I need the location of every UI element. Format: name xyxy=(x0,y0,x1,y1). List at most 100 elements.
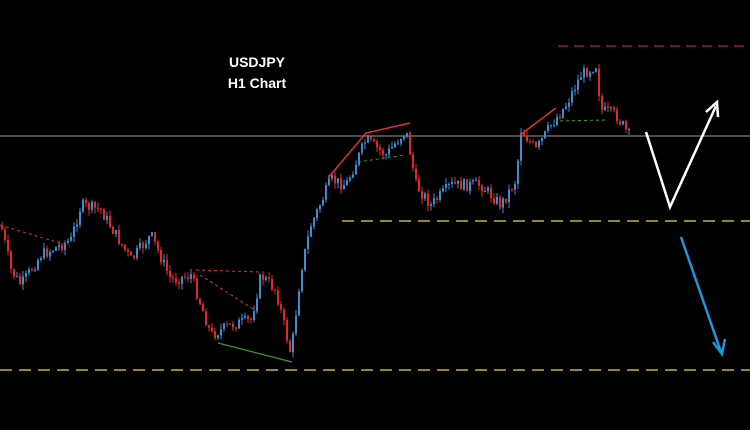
candle-body xyxy=(40,258,42,261)
candle-body xyxy=(418,179,420,192)
candle-body xyxy=(385,154,387,156)
candle-body xyxy=(268,277,270,279)
candle-body xyxy=(109,215,111,227)
candle-body xyxy=(508,189,510,203)
candle-body xyxy=(148,235,150,244)
candle-body xyxy=(178,282,180,284)
arrow-head xyxy=(705,99,720,118)
candle-body xyxy=(262,274,264,280)
candle-body xyxy=(286,320,288,341)
candle-body xyxy=(181,276,183,284)
candle-body xyxy=(196,278,198,299)
candle-body xyxy=(202,304,204,312)
candle-body xyxy=(463,179,465,190)
candle-body xyxy=(316,209,318,218)
candle-body xyxy=(130,251,132,256)
candle-body xyxy=(85,199,87,203)
candle-body xyxy=(466,179,468,191)
candle-body xyxy=(619,121,621,125)
candle-body xyxy=(157,241,159,251)
candle-body xyxy=(544,131,546,139)
candle-body xyxy=(427,193,429,206)
candle-body xyxy=(175,278,177,283)
candle-body xyxy=(583,68,585,78)
candle-body xyxy=(274,289,276,291)
candle-body xyxy=(151,232,153,236)
candle-body xyxy=(199,298,201,305)
candle-body xyxy=(625,121,627,130)
candle-body xyxy=(553,125,555,127)
candle-body xyxy=(13,268,15,277)
trendline xyxy=(0,224,71,247)
candle-body xyxy=(70,236,72,241)
candle-body xyxy=(565,106,567,109)
candle-body xyxy=(208,325,210,328)
candle-body xyxy=(406,132,408,136)
candle-body xyxy=(454,181,456,184)
candle-body xyxy=(121,243,123,245)
candle-body xyxy=(577,79,579,91)
candle-body xyxy=(292,333,294,352)
candle-body xyxy=(472,180,474,182)
candle-body xyxy=(484,190,486,192)
candle-body xyxy=(331,175,333,179)
candle-body xyxy=(442,188,444,192)
arrow-path xyxy=(679,236,723,353)
candle-body xyxy=(64,242,66,250)
candle-body xyxy=(445,184,447,189)
candle-body xyxy=(97,207,99,209)
candle-body xyxy=(550,125,552,127)
candle-body xyxy=(193,274,195,279)
candle-body xyxy=(505,198,507,203)
candle-body xyxy=(529,141,531,143)
candle-body xyxy=(556,117,558,126)
candle-body xyxy=(1,225,3,230)
candle-body xyxy=(526,136,528,142)
candle-body xyxy=(55,246,57,251)
candle-body xyxy=(79,211,81,225)
trendline xyxy=(327,122,411,179)
candle-body xyxy=(361,143,363,153)
candle-body xyxy=(412,154,414,169)
candle-body xyxy=(388,148,390,155)
candle-body xyxy=(187,277,189,279)
candle-body xyxy=(580,77,582,80)
candle-body xyxy=(400,138,402,144)
candle-body xyxy=(481,185,483,192)
candle-body xyxy=(277,290,279,305)
candle-body xyxy=(106,215,108,220)
candle-body xyxy=(325,185,327,200)
candle-body xyxy=(622,121,624,125)
candle-body xyxy=(136,247,138,258)
candle-body xyxy=(250,318,252,320)
candle-body xyxy=(373,139,375,142)
candle-body xyxy=(4,229,6,240)
candle-body xyxy=(220,329,222,336)
candle-body xyxy=(541,138,543,142)
candle-body xyxy=(31,269,33,271)
candle-body xyxy=(319,205,321,210)
candle-body xyxy=(10,251,12,269)
candle-body xyxy=(382,150,384,155)
candle-body xyxy=(610,107,612,109)
candle-body xyxy=(604,106,606,110)
candle-body xyxy=(439,191,441,201)
candle-body xyxy=(547,125,549,132)
candle-body xyxy=(355,164,357,175)
candle-body xyxy=(457,180,459,184)
candle-body xyxy=(172,277,174,279)
trendline xyxy=(519,107,557,136)
candle-body xyxy=(166,259,168,271)
candle-body xyxy=(34,269,36,271)
candle-body xyxy=(535,141,537,147)
candle-body xyxy=(397,143,399,145)
candle-body xyxy=(364,142,366,144)
candle-body xyxy=(295,315,297,334)
candle-body xyxy=(73,226,75,237)
candle-body xyxy=(520,133,522,161)
candle-body xyxy=(160,250,162,263)
candle-body xyxy=(145,243,147,248)
candle-body xyxy=(19,275,21,285)
candle-body xyxy=(271,278,273,290)
